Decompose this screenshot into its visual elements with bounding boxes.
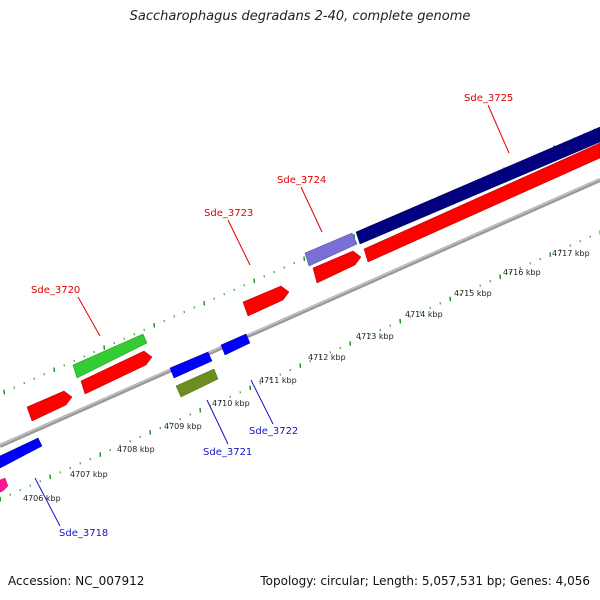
scale-label-4716: 4716 kbp <box>503 268 541 277</box>
callout-sde-3724 <box>300 186 323 233</box>
gene-red-arrow-3[interactable] <box>242 285 290 317</box>
gene-label-sde-3720[interactable]: Sde_3720 <box>31 285 80 296</box>
gene-navy-arrow[interactable] <box>355 126 600 245</box>
gene-sde-3725-red-arrow[interactable] <box>363 142 600 263</box>
scale-label-4713: 4713 kbp <box>356 332 394 341</box>
gene-label-sde-3722[interactable]: Sde_3722 <box>249 426 298 437</box>
gene-sde-3721-arrow[interactable] <box>169 351 213 379</box>
scale-label-4717: 4717 kbp <box>552 249 590 258</box>
scale-label-4714: 4714 kbp <box>405 310 443 319</box>
accession-text: Accession: NC_007912 <box>8 574 145 588</box>
gene-sde-3724-arrow[interactable] <box>304 232 358 267</box>
topology-text: Topology: circular; Length: 5,057,531 bp… <box>260 574 590 588</box>
gene-red-arrow-1[interactable] <box>26 390 73 422</box>
callout-sde-3725 <box>487 104 510 154</box>
gene-label-sde-3721[interactable]: Sde_3721 <box>203 447 252 458</box>
scale-label-4712: 4712 kbp <box>308 353 346 362</box>
gene-red-arrow-2[interactable] <box>80 350 153 395</box>
scale-label-4711: 4711 kbp <box>259 376 297 385</box>
scale-label-4708: 4708 kbp <box>117 445 155 454</box>
scale-label-4715: 4715 kbp <box>454 289 492 298</box>
callout-sde-3723 <box>227 219 251 266</box>
gene-olive-arrow[interactable] <box>175 368 219 398</box>
callout-sde-3722 <box>250 379 274 425</box>
gene-sde-3722-arrow[interactable] <box>220 333 251 356</box>
scale-label-4707: 4707 kbp <box>70 470 108 479</box>
callout-sde-3720 <box>77 296 101 337</box>
gene-label-sde-3723[interactable]: Sde_3723 <box>204 208 253 219</box>
gene-label-sde-3724[interactable]: Sde_3724 <box>277 175 326 186</box>
callout-sde-3718 <box>34 477 61 527</box>
gene-red-arrow-4[interactable] <box>312 250 362 284</box>
callout-sde-3721 <box>206 399 229 445</box>
scale-label-4706: 4706 kbp <box>23 494 61 503</box>
genome-backbone-highlight <box>0 178 600 446</box>
scale-label-4710: 4710 kbp <box>212 399 250 408</box>
gene-label-sde-3718[interactable]: Sde_3718 <box>59 528 108 539</box>
gene-sde-3718-arrow[interactable] <box>0 437 43 469</box>
map-title: Saccharophagus degradans 2-40, complete … <box>129 9 471 24</box>
gene-sde-3720-arrow[interactable] <box>72 333 148 379</box>
scale-label-4709: 4709 kbp <box>164 422 202 431</box>
gene-magenta-arrow[interactable] <box>0 477 9 493</box>
genome-backbone <box>0 178 600 448</box>
gene-label-sde-3725[interactable]: Sde_3725 <box>464 93 513 104</box>
